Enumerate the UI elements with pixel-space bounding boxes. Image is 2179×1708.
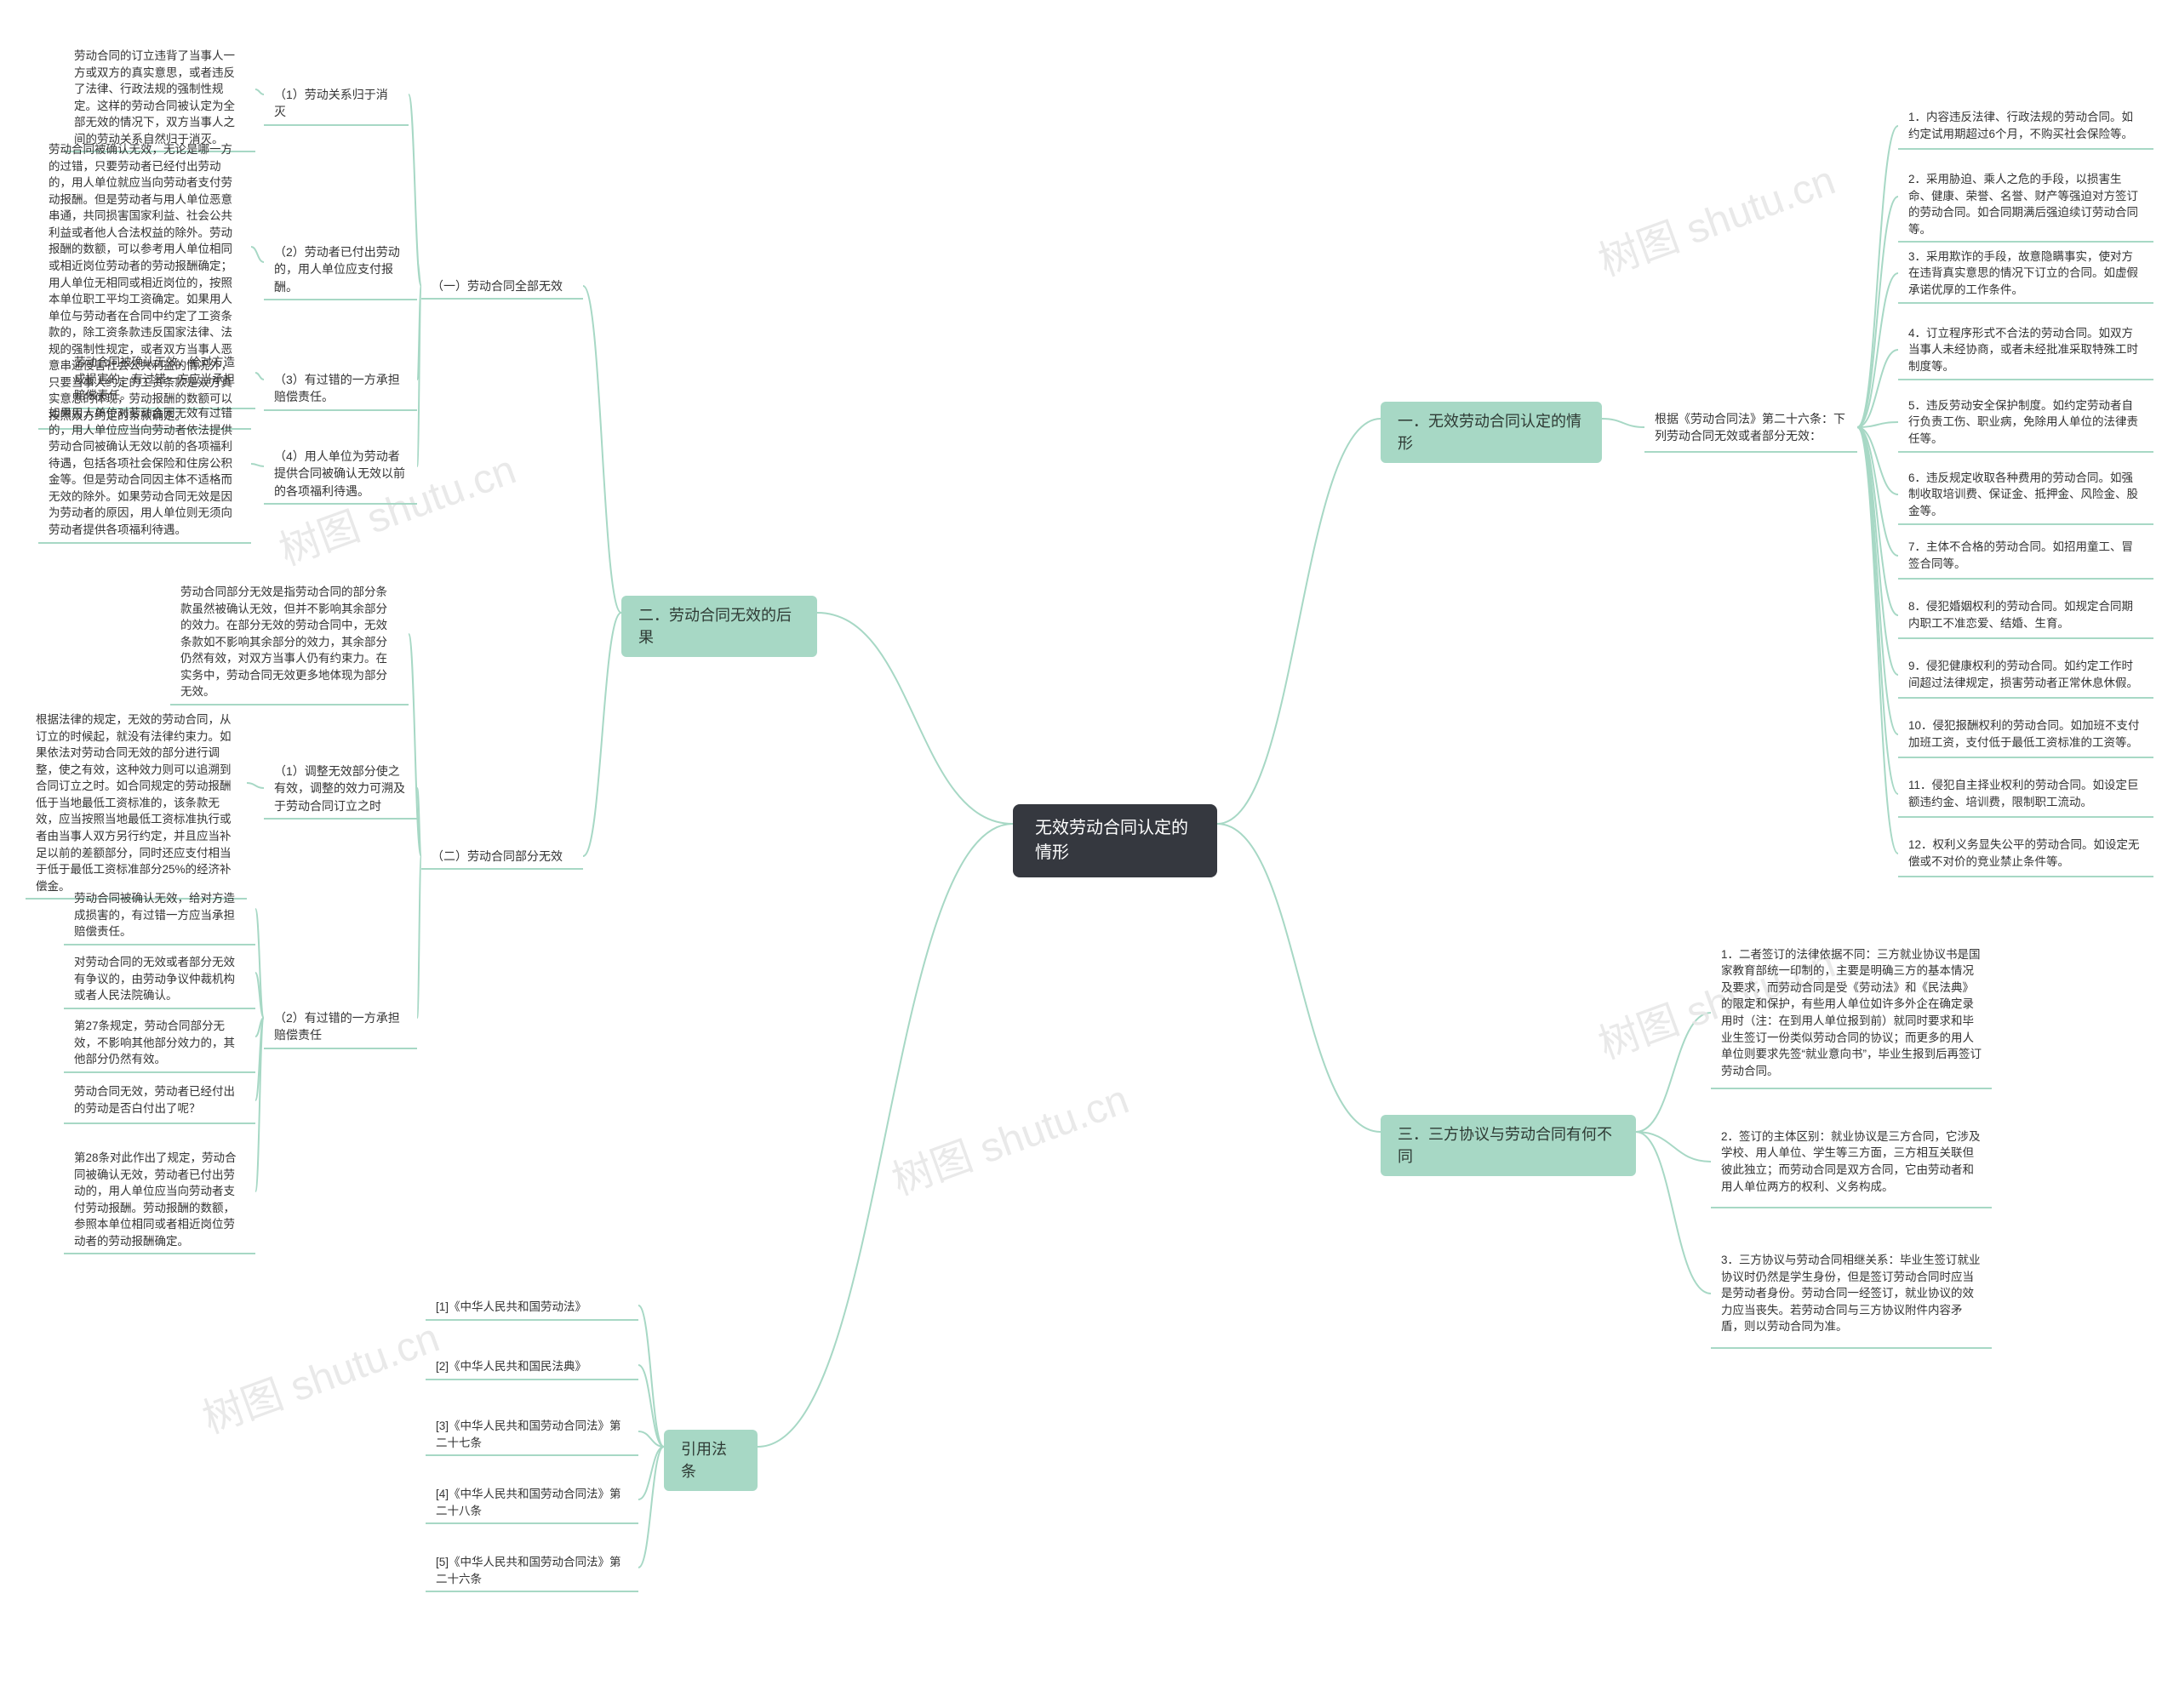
branch-b4: 引用法条 xyxy=(664,1430,758,1491)
node-b2a4-label: （4）用人单位为劳动者提供合同被确认无效以前的各项福利待遇。 xyxy=(274,448,407,500)
branch-b1-label: 一．无效劳动合同认定的情形 xyxy=(1398,410,1585,454)
node-b2a-label: （一）劳动合同全部无效 xyxy=(432,277,563,294)
node-b4c5: [5]《中华人民共和国劳动合同法》第二十六条 xyxy=(426,1549,638,1592)
node-b2a1t-label: 劳动合同的订立违背了当事人一方或双方的真实意思，或者违反了法律、行政法规的强制性… xyxy=(74,48,245,147)
node-b1n1c4: 4．订立程序形式不合法的劳动合同。如双方当事人未经协商，或者未经批准采取特殊工时… xyxy=(1898,319,2153,380)
branch-b2-label: 二．劳动合同无效的后果 xyxy=(638,604,800,648)
branch-b1: 一．无效劳动合同认定的情形 xyxy=(1381,402,1602,463)
branch-b3-label: 三．三方协议与劳动合同有何不同 xyxy=(1398,1123,1619,1168)
branch-b3: 三．三方协议与劳动合同有何不同 xyxy=(1381,1115,1636,1176)
node-b1n1c10: 10．侵犯报酬权利的劳动合同。如加班不支付加班工资，支付低于最低工资标准的工资等… xyxy=(1898,711,2153,758)
node-b4c1-label: [1]《中华人民共和国劳动法》 xyxy=(436,1299,586,1316)
node-b2b1t-label: 根据法律的规定，无效的劳动合同，从订立的时候起，就没有法律约束力。如果依法对劳动… xyxy=(36,711,237,894)
node-b2b2t5-label: 第28条对此作出了规定，劳动合同被确认无效，劳动者已付出劳动的，用人单位应当向劳… xyxy=(74,1150,245,1249)
node-b1n1c6-label: 6．违反规定收取各种费用的劳动合同。如强制收取培训费、保证金、抵押金、风险金、股… xyxy=(1908,470,2143,520)
node-b4c5-label: [5]《中华人民共和国劳动合同法》第二十六条 xyxy=(436,1554,628,1587)
node-b2b1: （1）调整无效部分使之有效，调整的效力可溯及于劳动合同订立之时 xyxy=(264,757,417,820)
node-b2a2-label: （2）劳动者已付出劳动的，用人单位应支付报酬。 xyxy=(274,243,407,295)
node-b4c3-label: [3]《中华人民共和国劳动合同法》第二十七条 xyxy=(436,1418,628,1451)
node-b3c1-label: 1．二者签订的法律依据不同：三方就业协议书是国家教育部统一印制的，主要是明确三方… xyxy=(1721,946,1982,1080)
node-b1n1c12-label: 12．权利义务显失公平的劳动合同。如设定无偿或不对价的竞业禁止条件等。 xyxy=(1908,837,2143,870)
node-b1n1c10-label: 10．侵犯报酬权利的劳动合同。如加班不支付加班工资，支付低于最低工资标准的工资等… xyxy=(1908,717,2143,751)
node-b2a4t-label: 如果用人单位对劳动合同无效有过错的，用人单位应当向劳动者依法提供劳动合同被确认无… xyxy=(49,405,241,539)
node-b1n1c6: 6．违反规定收取各种费用的劳动合同。如强制收取培训费、保证金、抵押金、风险金、股… xyxy=(1898,464,2153,525)
node-b2b2t5: 第28条对此作出了规定，劳动合同被确认无效，劳动者已付出劳动的，用人单位应当向劳… xyxy=(64,1145,255,1254)
node-b2a3t-label: 劳动合同被确认无效，给对方造成损害的，有过错一方应当承担赔偿责任。 xyxy=(74,354,245,404)
node-b1n1c2-label: 2．采用胁迫、乘人之危的手段，以损害生命、健康、荣誉、名誉、财产等强迫对方签订的… xyxy=(1908,171,2143,237)
node-b2b2t4: 劳动合同无效，劳动者已经付出的劳动是否白付出了呢？ xyxy=(64,1077,255,1124)
node-b2a: （一）劳动合同全部无效 xyxy=(421,272,583,300)
node-b1n1c1-label: 1．内容违反法律、行政法规的劳动合同。如约定试用期超过6个月，不购买社会保险等。 xyxy=(1908,109,2143,142)
node-b1n1c1: 1．内容违反法律、行政法规的劳动合同。如约定试用期超过6个月，不购买社会保险等。 xyxy=(1898,102,2153,150)
node-b2b2t2: 对劳动合同的无效或者部分无效有争议的，由劳动争议仲裁机构或者人民法院确认。 xyxy=(64,949,255,1009)
node-b2b1-label: （1）调整无效部分使之有效，调整的效力可溯及于劳动合同订立之时 xyxy=(274,763,407,814)
node-b3c3-label: 3．三方协议与劳动合同相继关系：毕业生签订就业协议时仍然是学生身份，但是签订劳动… xyxy=(1721,1252,1982,1335)
node-b1n1c3-label: 3．采用欺诈的手段，故意隐瞒事实，使对方在违背真实意思的情况下订立的合同。如虚假… xyxy=(1908,248,2143,299)
node-b2a1-label: （1）劳动关系归于消灭 xyxy=(274,86,398,121)
node-b4c4-label: [4]《中华人民共和国劳动合同法》第二十八条 xyxy=(436,1486,628,1519)
node-b1n1c7: 7．主体不合格的劳动合同。如招用童工、冒签合同等。 xyxy=(1898,532,2153,580)
node-b2b2t4-label: 劳动合同无效，劳动者已经付出的劳动是否白付出了呢？ xyxy=(74,1083,245,1117)
node-b1n1c7-label: 7．主体不合格的劳动合同。如招用童工、冒签合同等。 xyxy=(1908,539,2143,572)
node-b2a3: （3）有过错的一方承担赔偿责任。 xyxy=(264,366,417,411)
node-b1n1c12: 12．权利义务显失公平的劳动合同。如设定无偿或不对价的竞业禁止条件等。 xyxy=(1898,830,2153,877)
node-b4c4: [4]《中华人民共和国劳动合同法》第二十八条 xyxy=(426,1481,638,1524)
root-node: 无效劳动合同认定的情形 xyxy=(1013,804,1217,877)
node-b2a4t: 如果用人单位对劳动合同无效有过错的，用人单位应当向劳动者依法提供劳动合同被确认无… xyxy=(38,400,251,544)
node-b4c2-label: [2]《中华人民共和国民法典》 xyxy=(436,1358,586,1375)
watermark: 树图 shutu.cn xyxy=(883,1065,1135,1206)
node-b2b2t1-label: 劳动合同被确认无效，给对方造成损害的，有过错一方应当承担赔偿责任。 xyxy=(74,890,245,940)
node-b2b0: 劳动合同部分无效是指劳动合同的部分条款虽然被确认无效，但并不影响其余部分的效力。… xyxy=(170,579,409,705)
node-b3c3: 3．三方协议与劳动合同相继关系：毕业生签订就业协议时仍然是学生身份，但是签订劳动… xyxy=(1711,1238,1992,1349)
root-node-label: 无效劳动合同认定的情形 xyxy=(1035,816,1195,865)
node-b4c3: [3]《中华人民共和国劳动合同法》第二十七条 xyxy=(426,1413,638,1456)
node-b1n1c5: 5．违反劳动安全保护制度。如约定劳动者自行负责工伤、职业病，免除用人单位的法律责… xyxy=(1898,391,2153,453)
node-b4c2: [2]《中华人民共和国民法典》 xyxy=(426,1353,638,1380)
node-b1n1c11-label: 11．侵犯自主择业权利的劳动合同。如设定巨额违约金、培训费，限制职工流动。 xyxy=(1908,777,2143,810)
node-b2b2-label: （2）有过错的一方承担赔偿责任 xyxy=(274,1009,407,1044)
node-b1n1-label: 根据《劳动合同法》第二十六条：下列劳动合同无效或者部分无效： xyxy=(1655,410,1847,445)
watermark: 树图 shutu.cn xyxy=(193,1304,446,1444)
node-b4c1: [1]《中华人民共和国劳动法》 xyxy=(426,1294,638,1321)
node-b2b2t3: 第27条规定，劳动合同部分无效，不影响其他部分效力的，其他部分仍然有效。 xyxy=(64,1013,255,1073)
node-b1n1c11: 11．侵犯自主择业权利的劳动合同。如设定巨额违约金、培训费，限制职工流动。 xyxy=(1898,770,2153,818)
watermark: 树图 shutu.cn xyxy=(1589,146,1842,287)
node-b2b2t1: 劳动合同被确认无效，给对方造成损害的，有过错一方应当承担赔偿责任。 xyxy=(64,885,255,945)
node-b3c2: 2．签订的主体区别：就业协议是三方合同，它涉及学校、用人单位、学生等三方面，三方… xyxy=(1711,1115,1992,1208)
node-b1n1: 根据《劳动合同法》第二十六条：下列劳动合同无效或者部分无效： xyxy=(1644,402,1857,453)
mindmap-canvas: 树图 shutu.cn树图 shutu.cn树图 shutu.cn树图 shut… xyxy=(0,0,2179,1708)
node-b2a1: （1）劳动关系归于消灭 xyxy=(264,81,409,126)
node-b2b1t: 根据法律的规定，无效的劳动合同，从订立的时候起，就没有法律约束力。如果依法对劳动… xyxy=(26,706,247,900)
node-b1n1c9: 9．侵犯健康权利的劳动合同。如约定工作时间超过法律规定，损害劳动者正常休息休假。 xyxy=(1898,651,2153,699)
node-b1n1c8-label: 8．侵犯婚姻权利的劳动合同。如规定合同期内职工不准恋爱、结婚、生育。 xyxy=(1908,598,2143,631)
node-b1n1c2: 2．采用胁迫、乘人之危的手段，以损害生命、健康、荣誉、名誉、财产等强迫对方签订的… xyxy=(1898,166,2153,243)
node-b2b2t3-label: 第27条规定，劳动合同部分无效，不影响其他部分效力的，其他部分仍然有效。 xyxy=(74,1018,245,1068)
node-b2b2t2-label: 对劳动合同的无效或者部分无效有争议的，由劳动争议仲裁机构或者人民法院确认。 xyxy=(74,954,245,1004)
node-b2b0-label: 劳动合同部分无效是指劳动合同的部分条款虽然被确认无效，但并不影响其余部分的效力。… xyxy=(180,584,398,700)
node-b2a3-label: （3）有过错的一方承担赔偿责任。 xyxy=(274,371,407,406)
node-b1n1c8: 8．侵犯婚姻权利的劳动合同。如规定合同期内职工不准恋爱、结婚、生育。 xyxy=(1898,591,2153,639)
node-b3c1: 1．二者签订的法律依据不同：三方就业协议书是国家教育部统一印制的，主要是明确三方… xyxy=(1711,936,1992,1089)
node-b1n1c5-label: 5．违反劳动安全保护制度。如约定劳动者自行负责工伤、职业病，免除用人单位的法律责… xyxy=(1908,397,2143,448)
branch-b2: 二．劳动合同无效的后果 xyxy=(621,596,817,657)
node-b1n1c9-label: 9．侵犯健康权利的劳动合同。如约定工作时间超过法律规定，损害劳动者正常休息休假。 xyxy=(1908,658,2143,691)
node-b2b2: （2）有过错的一方承担赔偿责任 xyxy=(264,1004,417,1049)
node-b2a2: （2）劳动者已付出劳动的，用人单位应支付报酬。 xyxy=(264,238,417,300)
node-b3c2-label: 2．签订的主体区别：就业协议是三方合同，它涉及学校、用人单位、学生等三方面，三方… xyxy=(1721,1128,1982,1195)
node-b2b: （二）劳动合同部分无效 xyxy=(421,843,583,870)
node-b2a4: （4）用人单位为劳动者提供合同被确认无效以前的各项福利待遇。 xyxy=(264,443,417,505)
branch-b4-label: 引用法条 xyxy=(681,1438,741,1482)
node-b2b-label: （二）劳动合同部分无效 xyxy=(432,848,563,865)
node-b1n1c3: 3．采用欺诈的手段，故意隐瞒事实，使对方在违背真实意思的情况下订立的合同。如虚假… xyxy=(1898,243,2153,304)
node-b1n1c4-label: 4．订立程序形式不合法的劳动合同。如双方当事人未经协商，或者未经批准采取特殊工时… xyxy=(1908,325,2143,375)
